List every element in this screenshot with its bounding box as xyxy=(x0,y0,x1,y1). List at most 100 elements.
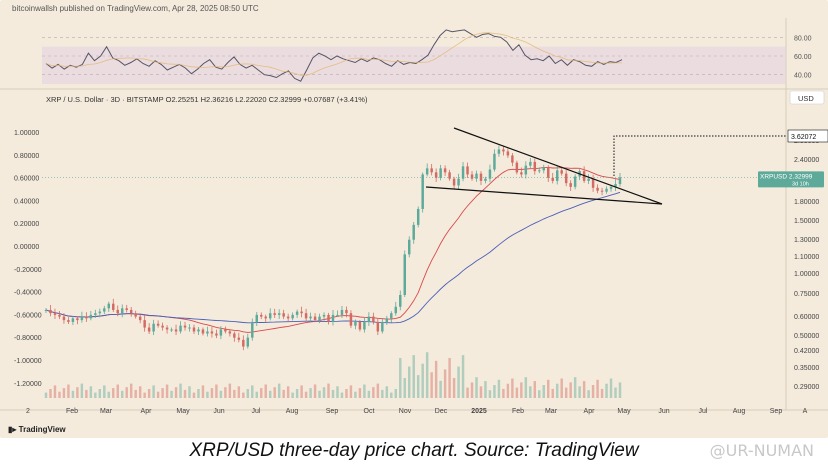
volume-bar xyxy=(376,383,380,398)
volume-bar xyxy=(242,392,245,398)
volume-bar xyxy=(188,386,191,398)
candle-body xyxy=(529,161,532,166)
volume-bar xyxy=(600,388,604,398)
candle-body xyxy=(233,333,236,338)
candle-body xyxy=(116,309,119,314)
volume-bar xyxy=(425,352,429,398)
x-tick-label: Dec xyxy=(435,408,448,415)
chart-svg[interactable]: 80.00 60.00 40.00 1.00000 0.80000 0.60000 0.40… xyxy=(0,0,828,438)
candle-body xyxy=(112,303,115,310)
volume-bar xyxy=(416,375,420,398)
candle-body xyxy=(273,313,276,315)
volume-bar xyxy=(618,382,622,398)
candle-body xyxy=(331,314,335,322)
candle-body xyxy=(340,309,344,315)
symbol-ohlc-legend: XRP / U.S. Dollar · 3D · BITSTAMP O2.252… xyxy=(46,95,368,104)
volume-bar xyxy=(511,378,514,398)
x-tick-label: Sep xyxy=(326,408,339,415)
left-axis-tick-label: 0.60000 xyxy=(14,176,39,183)
right-axis-tick-label: 1.80000 xyxy=(794,199,819,206)
candle-body xyxy=(286,316,290,319)
volume-bar xyxy=(591,385,595,398)
candle-body xyxy=(605,188,608,192)
x-tick-label: Jul xyxy=(252,408,261,415)
volume-bar xyxy=(381,389,384,398)
candle-body xyxy=(165,327,169,330)
candle-body xyxy=(372,316,375,322)
chart-panel: 80.00 60.00 40.00 1.00000 0.80000 0.60000 0.40… xyxy=(0,0,828,438)
candle-body xyxy=(542,167,545,171)
candle-body xyxy=(295,311,299,315)
candle-body xyxy=(439,168,442,178)
candle-body xyxy=(488,169,492,179)
candle-body xyxy=(493,153,496,170)
volume-bar xyxy=(412,355,415,398)
currency-label: USD xyxy=(798,94,814,103)
candle-body xyxy=(58,314,61,317)
candle-body xyxy=(408,239,411,255)
volume-bar xyxy=(304,391,308,398)
volume-bar xyxy=(358,388,362,398)
volume-bar xyxy=(367,390,371,398)
volume-bar xyxy=(165,384,169,398)
volume-bar xyxy=(179,383,182,398)
volume-bar xyxy=(542,385,545,398)
volume-bar xyxy=(331,389,335,398)
candle-body xyxy=(192,327,196,332)
candle-body xyxy=(147,327,151,332)
left-axis-tick-label: 0.40000 xyxy=(14,198,39,205)
volume-bar xyxy=(354,391,357,398)
candle-body xyxy=(107,303,111,309)
x-tick-label: A xyxy=(803,408,808,415)
volume-bar xyxy=(430,372,433,398)
candle-body xyxy=(569,183,572,187)
candle-body xyxy=(600,190,604,192)
candle-body xyxy=(618,177,622,185)
candle-body xyxy=(125,308,128,310)
figure-caption: XRP/USD three-day price chart. Source: T… xyxy=(189,440,639,461)
x-tick-label: Aug xyxy=(286,408,299,415)
candle-body xyxy=(228,331,232,334)
last-price-label: XRPUSD 2.32999 xyxy=(760,173,813,180)
candle-body xyxy=(76,318,79,321)
volume-bar xyxy=(394,389,398,398)
candle-body xyxy=(412,224,415,240)
candle-body xyxy=(587,178,590,181)
right-axis-tick-label: 0.42000 xyxy=(794,348,819,355)
candle-body xyxy=(390,313,393,319)
lower-trendline xyxy=(425,186,663,205)
candle-body xyxy=(94,313,97,315)
candle-body xyxy=(183,325,187,328)
volume-bar xyxy=(161,388,164,398)
x-tick-label: Oct xyxy=(364,408,375,415)
candle-body xyxy=(242,339,245,347)
left-axis-tick-label: 0.00000 xyxy=(14,244,39,251)
candle-body xyxy=(533,161,537,172)
candle-body xyxy=(345,309,348,314)
candle-body xyxy=(475,173,478,179)
candle-body xyxy=(511,155,514,163)
candle-body xyxy=(506,151,510,156)
target-badge xyxy=(787,129,828,143)
volume-bar xyxy=(224,387,227,398)
volume-bar xyxy=(533,381,537,398)
candle-body xyxy=(376,321,380,332)
rsi-band xyxy=(42,46,786,84)
volume-bar xyxy=(506,383,510,398)
volume-bar xyxy=(340,392,344,398)
volume-bar xyxy=(345,389,348,398)
volume-bar xyxy=(147,389,151,398)
volume-bar xyxy=(268,390,272,398)
candle-body xyxy=(138,316,142,321)
currency-button xyxy=(789,90,825,105)
candle-body xyxy=(354,321,357,326)
volume-bar xyxy=(215,384,218,398)
volume-bar xyxy=(138,386,142,398)
volume-bar xyxy=(403,377,406,398)
candle-body xyxy=(336,314,339,316)
candle-body xyxy=(564,173,568,184)
candle-body xyxy=(497,149,501,154)
right-axis-tick-label: 0.75000 xyxy=(794,291,819,298)
price-pane: 1.00000 0.80000 0.60000 0.40000 0.20000 0.000… xyxy=(14,90,828,398)
